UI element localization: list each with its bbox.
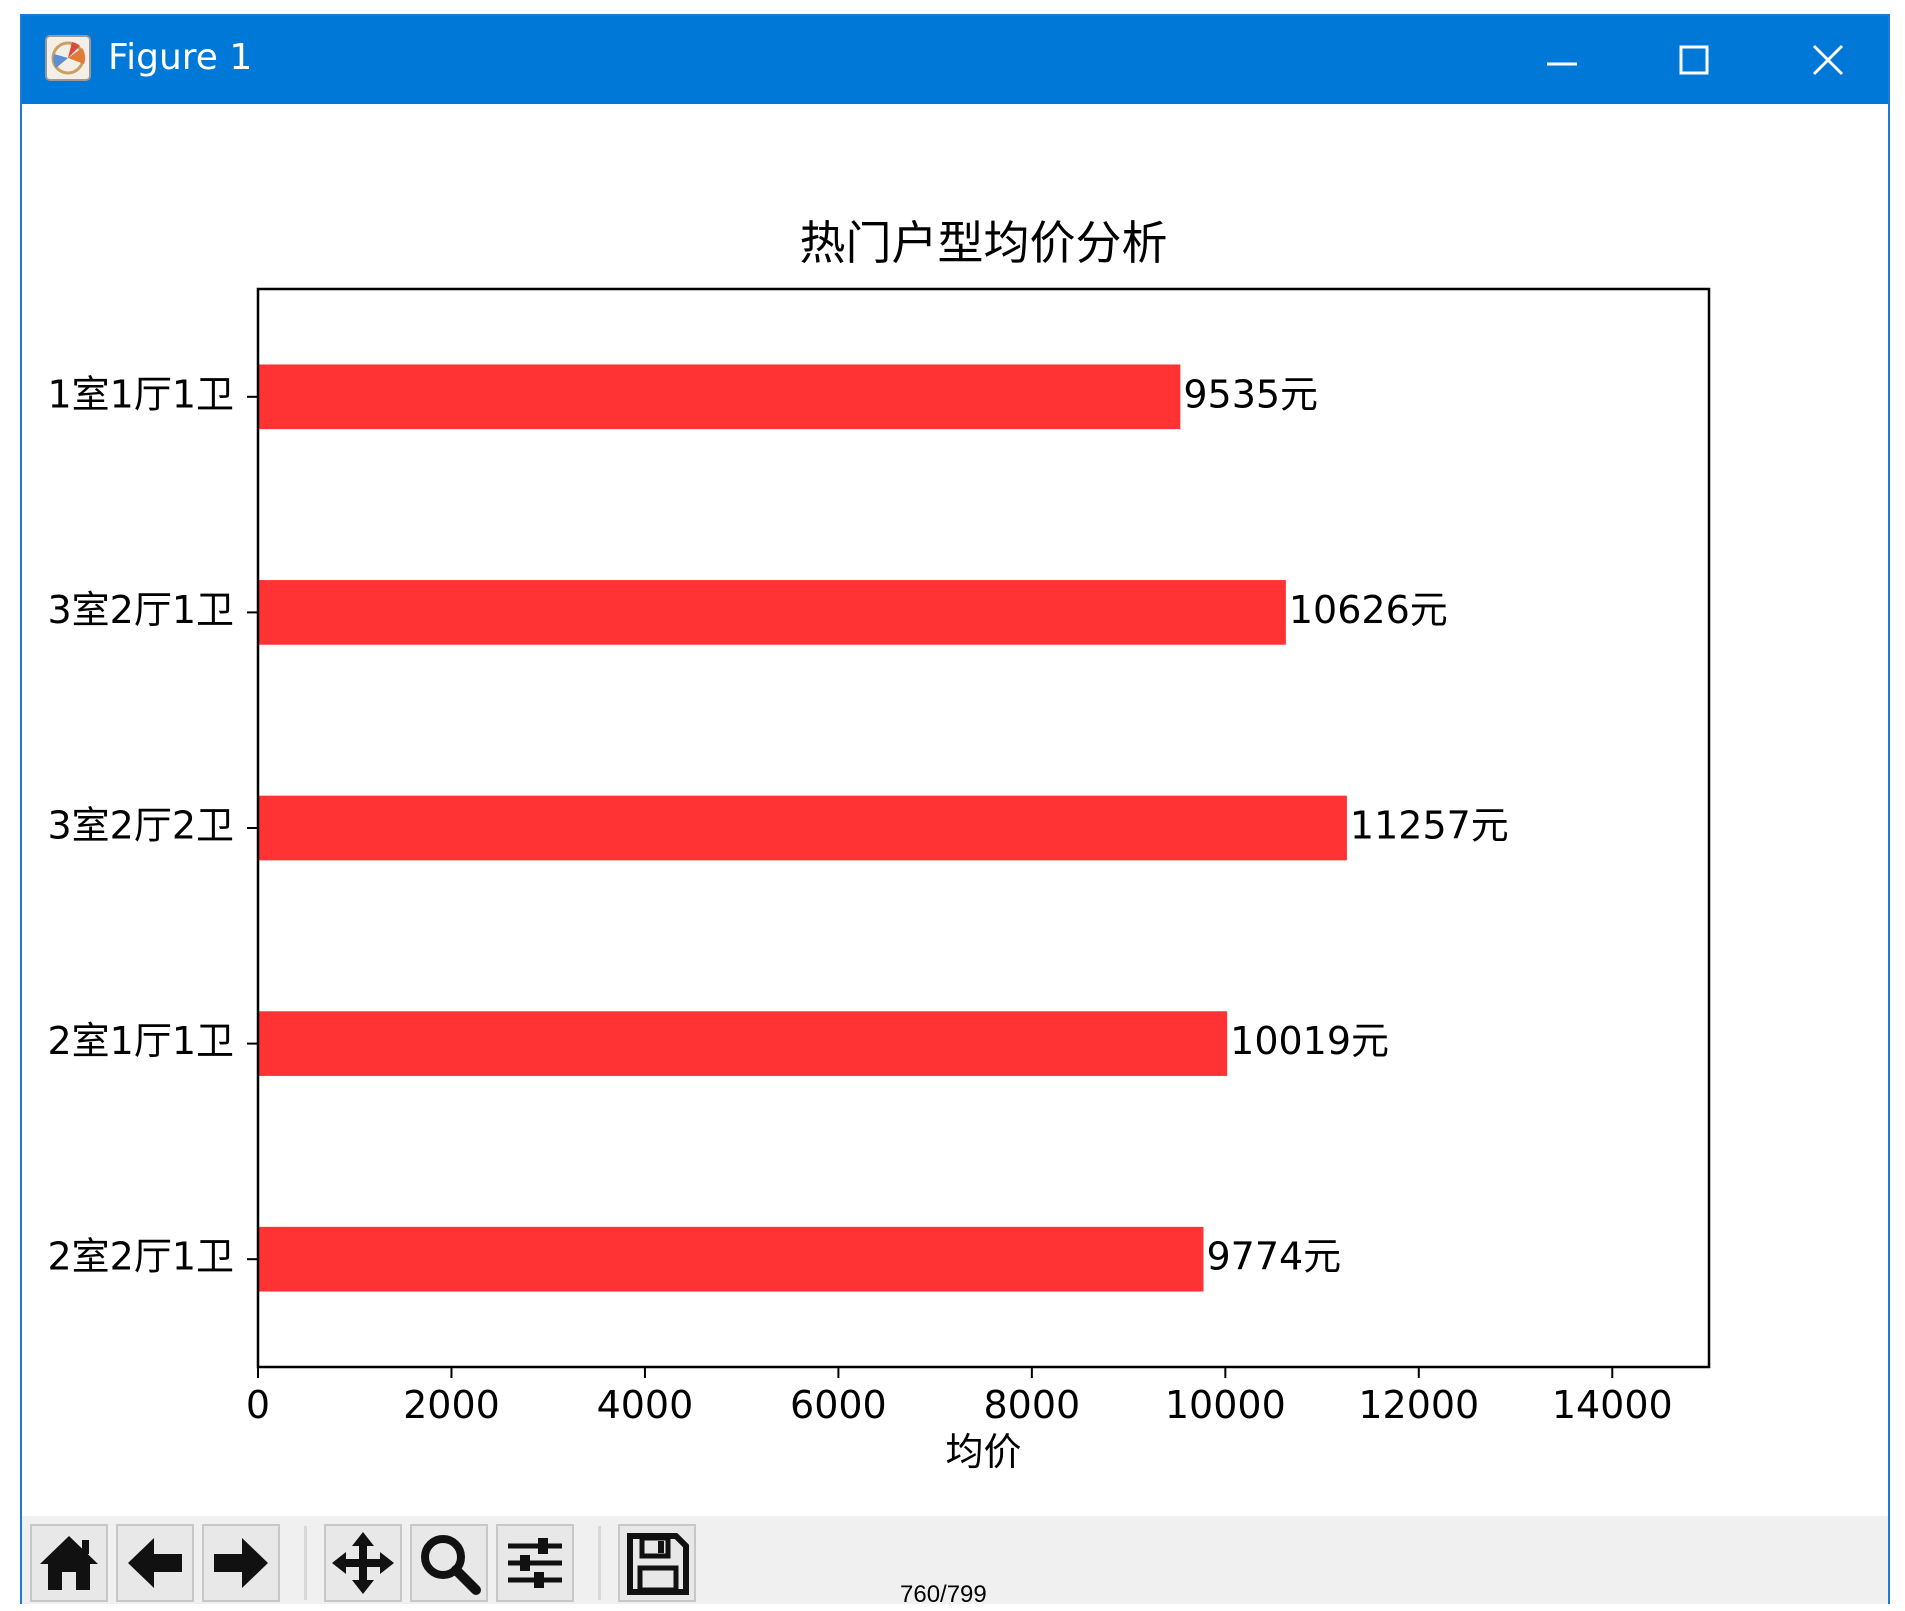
x-tick-label: 6000: [790, 1383, 887, 1427]
window-title: Figure 1: [108, 37, 253, 78]
forward-button[interactable]: [202, 1524, 280, 1602]
data-label: 9535元: [1183, 372, 1318, 416]
plot-frame: [256, 287, 1711, 1369]
title-bar[interactable]: Figure 1: [22, 16, 1888, 104]
bar: [258, 1226, 1204, 1292]
bar: [258, 1011, 1228, 1076]
minimize-button[interactable]: [1522, 30, 1602, 90]
data-label: 10019元: [1230, 1019, 1389, 1063]
close-icon: [1812, 44, 1844, 76]
search-icon: [421, 1535, 481, 1595]
bar: [258, 364, 1181, 430]
configure-subplots-button[interactable]: [496, 1524, 574, 1602]
x-tick-label: 14000: [1552, 1383, 1673, 1427]
x-tick-label: 10000: [1165, 1383, 1286, 1427]
move-icon: [332, 1532, 394, 1594]
figure-window: Figure 1 热门户型均价分析 9535元 1室1厅1卫 10626元 3室2厅1卫…: [20, 14, 1890, 1604]
navigation-toolbar: [22, 1516, 1888, 1604]
page-number: 760/799: [900, 1581, 987, 1608]
y-tick-label: 3室2厅2卫: [47, 804, 234, 848]
matplotlib-app-icon: [45, 35, 91, 81]
arrow-left-icon: [128, 1538, 182, 1588]
chart-title: 热门户型均价分析: [800, 216, 1168, 270]
zoom-button[interactable]: [410, 1524, 488, 1602]
y-tick-label: 2室1厅1卫: [47, 1019, 234, 1063]
pan-button[interactable]: [324, 1524, 402, 1602]
bar-chart: 热门户型均价分析 9535元 1室1厅1卫 10626元 3室2厅1卫 11257元 3室2…: [47, 216, 1711, 1474]
home-icon: [40, 1536, 98, 1590]
back-button[interactable]: [116, 1524, 194, 1602]
arrow-right-icon: [214, 1538, 268, 1588]
save-button[interactable]: [618, 1524, 696, 1602]
bar: [258, 580, 1286, 645]
data-label: 9774元: [1206, 1235, 1341, 1279]
y-tick-label: 3室2厅1卫: [47, 588, 234, 632]
minimize-icon: [1547, 62, 1577, 66]
floppy-disk-icon: [627, 1533, 689, 1595]
close-button[interactable]: [1788, 30, 1868, 90]
data-label: 10626元: [1289, 588, 1448, 632]
y-tick-label: 2室2厅1卫: [47, 1235, 234, 1279]
toolbar-separator: [598, 1526, 601, 1600]
x-tick-label: 12000: [1358, 1383, 1479, 1427]
x-axis-label: 均价: [945, 1430, 1021, 1474]
x-tick-label: 2000: [403, 1383, 500, 1427]
bar: [258, 795, 1347, 861]
x-tick-label: 8000: [984, 1383, 1081, 1427]
data-label: 11257元: [1350, 804, 1509, 848]
toolbar-separator: [304, 1526, 307, 1600]
x-tick-label: 4000: [597, 1383, 694, 1427]
maximize-button[interactable]: [1654, 30, 1734, 90]
figure-canvas[interactable]: 热门户型均价分析 9535元 1室1厅1卫 10626元 3室2厅1卫 11257元 3室2…: [22, 104, 1888, 1516]
x-tick-label: 0: [246, 1383, 270, 1427]
home-button[interactable]: [30, 1524, 108, 1602]
maximize-icon: [1679, 45, 1709, 75]
sliders-icon: [508, 1538, 562, 1588]
y-tick-label: 1室1厅1卫: [47, 372, 234, 416]
